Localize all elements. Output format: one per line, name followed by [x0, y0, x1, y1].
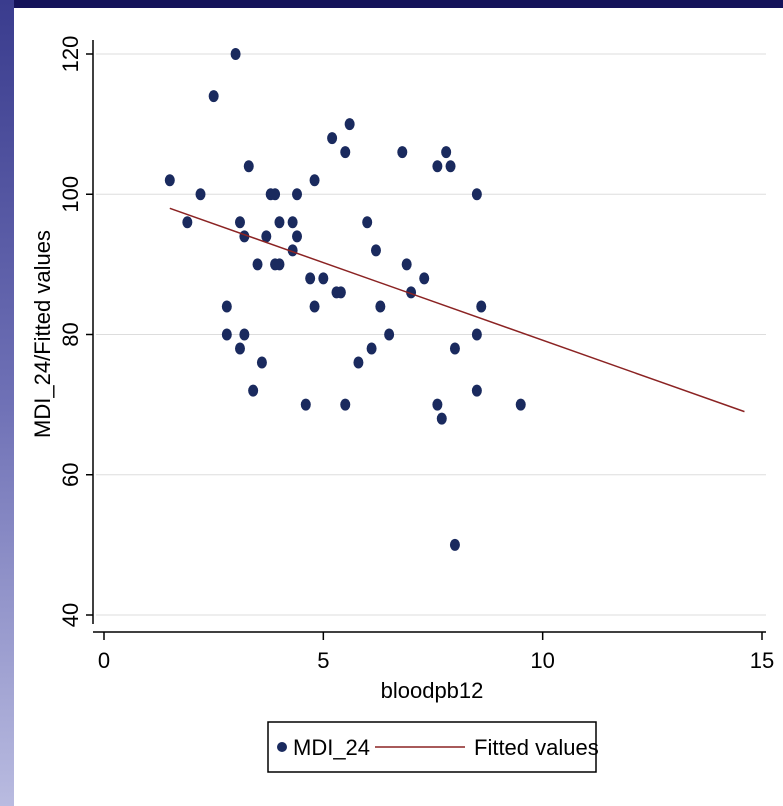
data-point-41 — [384, 328, 395, 341]
data-point-12 — [252, 258, 263, 271]
data-point-42 — [397, 146, 408, 159]
axis-ticks: 40 60 80 100 120 0 5 10 15 — [58, 36, 774, 673]
x-tick-label-10: 10 — [530, 648, 554, 673]
y-tick-label-60: 60 — [58, 463, 83, 487]
data-point-13 — [248, 384, 259, 397]
data-point-3 — [208, 90, 219, 103]
data-point-0 — [164, 174, 175, 187]
data-points — [164, 48, 526, 551]
data-point-17 — [261, 230, 272, 243]
data-point-30 — [327, 132, 338, 145]
legend-label-fitted: Fitted values — [474, 735, 599, 760]
data-point-36 — [353, 356, 364, 369]
y-tick-label-120: 120 — [58, 36, 83, 73]
data-point-6 — [230, 48, 241, 60]
data-point-24 — [292, 188, 303, 201]
data-point-44 — [406, 286, 417, 299]
data-point-7 — [234, 216, 245, 229]
x-axis-label: bloodpb12 — [381, 678, 484, 703]
data-point-20 — [274, 216, 285, 229]
x-tick-label-0: 0 — [98, 648, 110, 673]
y-tick-label-100: 100 — [58, 176, 83, 213]
data-point-10 — [243, 160, 254, 173]
data-point-16 — [270, 188, 281, 201]
data-point-25 — [300, 398, 311, 411]
legend-marker-mdi24 — [277, 742, 287, 752]
window-top-band — [0, 0, 783, 8]
window-left-band — [0, 0, 14, 806]
data-point-46 — [432, 160, 443, 173]
data-point-50 — [445, 160, 456, 173]
data-point-19 — [274, 258, 285, 271]
legend: MDI_24 Fitted values — [267, 721, 599, 773]
data-point-33 — [340, 146, 351, 159]
data-point-49 — [441, 146, 452, 159]
x-tick-label-15: 15 — [750, 648, 774, 673]
x-tick-label-5: 5 — [317, 648, 329, 673]
data-point-47 — [432, 398, 443, 411]
data-point-4 — [221, 328, 232, 341]
data-point-39 — [370, 244, 381, 257]
data-point-57 — [515, 398, 526, 411]
y-axis-label: MDI_24/Fitted values — [30, 230, 55, 438]
data-point-48 — [436, 412, 447, 425]
data-point-54 — [471, 328, 482, 341]
graph-region — [14, 8, 783, 806]
data-point-37 — [362, 216, 373, 229]
data-point-52 — [449, 538, 460, 551]
data-point-1 — [182, 216, 193, 229]
data-point-11 — [239, 328, 250, 341]
data-point-27 — [309, 174, 320, 187]
data-point-35 — [344, 118, 355, 131]
data-point-8 — [234, 342, 245, 355]
data-point-51 — [449, 342, 460, 355]
legend-label-mdi24: MDI_24 — [293, 735, 370, 760]
fitted-line-layer — [169, 207, 745, 413]
fitted-values-line — [169, 207, 745, 413]
data-point-26 — [305, 272, 316, 285]
axes — [92, 40, 766, 633]
y-tick-label-80: 80 — [58, 322, 83, 346]
data-point-5 — [221, 300, 232, 313]
data-point-38 — [366, 342, 377, 355]
data-point-45 — [419, 272, 430, 285]
data-point-55 — [471, 384, 482, 397]
data-point-53 — [471, 188, 482, 201]
data-point-32 — [335, 286, 346, 299]
grid-lines — [96, 53, 766, 616]
y-tick-label-40: 40 — [58, 603, 83, 627]
data-point-40 — [375, 300, 386, 313]
legend-box — [267, 721, 597, 773]
data-point-14 — [256, 356, 267, 369]
data-point-34 — [340, 398, 351, 411]
data-point-23 — [292, 230, 303, 243]
data-point-56 — [476, 300, 487, 313]
data-point-2 — [195, 188, 206, 201]
data-point-21 — [287, 216, 298, 229]
data-point-43 — [401, 258, 412, 271]
data-point-28 — [309, 300, 320, 313]
data-point-29 — [318, 272, 329, 285]
